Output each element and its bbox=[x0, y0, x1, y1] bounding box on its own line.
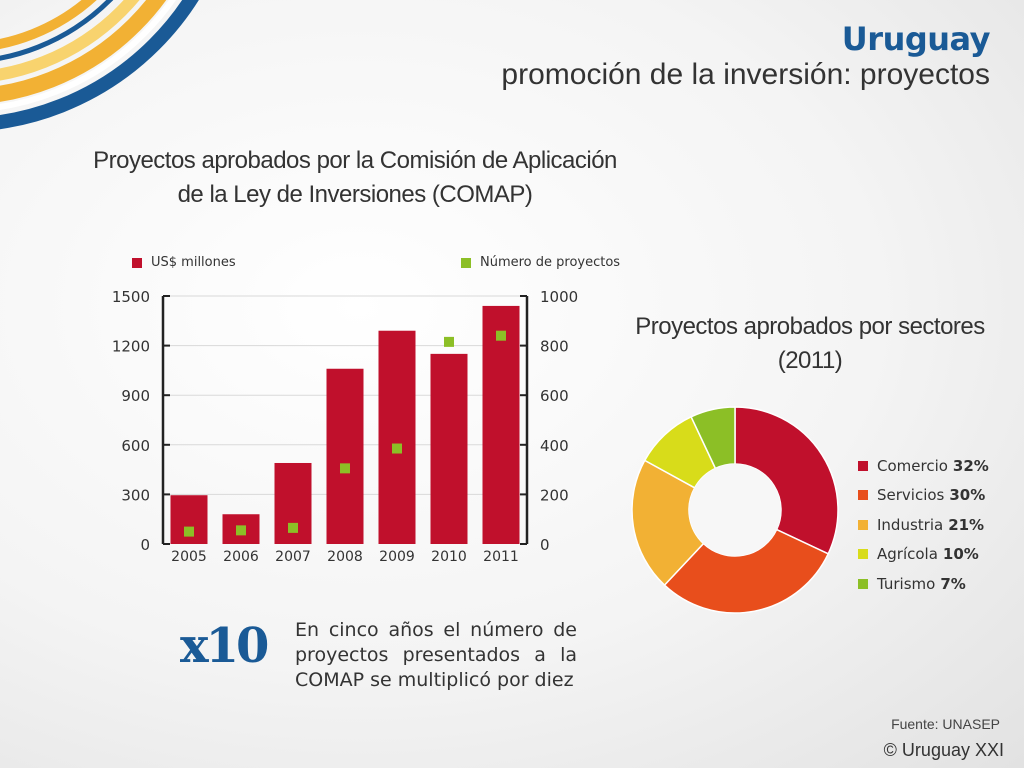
y-left-tick-label: 1200 bbox=[112, 338, 150, 356]
pie-legend-label: Agrícola bbox=[877, 545, 938, 564]
page-subtitle: promoción de la inversión: proyectos bbox=[501, 58, 990, 91]
x-tick-label-2010: 2010 bbox=[431, 549, 467, 565]
copyright-note: © Uruguay XXI bbox=[883, 740, 1004, 760]
x-tick-label-2006: 2006 bbox=[223, 549, 259, 565]
marker-2006 bbox=[236, 525, 246, 536]
pie-legend-swatch bbox=[858, 490, 868, 501]
marker-2011 bbox=[496, 330, 506, 341]
pie-legend-item-comercio: Comercio 32% bbox=[858, 451, 989, 481]
pie-legend-value: 10% bbox=[942, 545, 979, 564]
legend-projects-label: Número de proyectos bbox=[480, 255, 621, 270]
y-right-tick-label: 800 bbox=[540, 338, 569, 356]
bar-chart: 0 300 600 900 1200 1500 0 200 400 600 800 1000 2005 2… bbox=[112, 288, 578, 565]
pie-chart-title-line2: (2011) bbox=[777, 347, 843, 374]
pie-legend-swatch bbox=[858, 519, 868, 530]
y-right-tick-label: 1000 bbox=[540, 288, 578, 306]
y-left-tick-label: 0 bbox=[140, 536, 150, 554]
bar-2011 bbox=[482, 305, 520, 544]
pie-legend-label: Industria bbox=[877, 515, 944, 534]
pie-legend-value: 7% bbox=[940, 574, 966, 593]
pie-legend-swatch bbox=[858, 460, 868, 471]
bar-2008 bbox=[326, 368, 364, 544]
pie-chart-title-line1: Proyectos aprobados por sectores bbox=[635, 313, 985, 340]
y-left-tick-label: 300 bbox=[121, 486, 150, 504]
pie-legend-swatch bbox=[858, 578, 868, 589]
bar-2009 bbox=[378, 330, 416, 544]
pie-legend-label: Comercio bbox=[877, 456, 948, 475]
country-title: Uruguay bbox=[841, 20, 991, 58]
pie-legend-label: Turismo bbox=[877, 574, 936, 593]
pie-legend-item-turismo: Turismo 7% bbox=[858, 569, 989, 599]
pie-legend-item-industria: Industria 21% bbox=[858, 510, 989, 540]
marker-2009 bbox=[392, 443, 402, 454]
y-right-tick-label: 200 bbox=[540, 486, 569, 504]
marker-2007 bbox=[288, 522, 298, 533]
y-right-tick-label: 600 bbox=[540, 387, 569, 405]
bar-chart-title: Proyectos aprobados por la Comisión de A… bbox=[60, 144, 650, 212]
callout-line-2: proyectos presentados a la bbox=[295, 644, 577, 666]
pie-legend-value: 30% bbox=[949, 486, 986, 505]
y-left-tick-label: 1500 bbox=[112, 288, 150, 306]
pie-center bbox=[689, 464, 781, 556]
pie-legend-item-servicios: Servicios 30% bbox=[858, 481, 989, 511]
marker-2005 bbox=[184, 526, 194, 537]
y-right-tick-label: 0 bbox=[540, 536, 550, 554]
pie-legend-value: 21% bbox=[948, 515, 985, 534]
legend-projects: Número de proyectos bbox=[461, 255, 620, 270]
pie-legend: Comercio 32% Servicios 30% Industria 21% Agríc… bbox=[858, 451, 989, 599]
legend-usd-label: US$ millones bbox=[151, 255, 236, 270]
pie-legend-item-agrícola: Agrícola 10% bbox=[858, 540, 989, 570]
callout-text: En cinco años el número de proyectos pre… bbox=[295, 618, 577, 693]
y-left-tick-label: 900 bbox=[121, 387, 150, 405]
x-tick-label-2011: 2011 bbox=[483, 549, 519, 565]
x-tick-label-2005: 2005 bbox=[171, 549, 207, 565]
pie-legend-label: Servicios bbox=[877, 486, 945, 505]
pie-legend-value: 32% bbox=[952, 456, 989, 475]
legend-usd: US$ millones bbox=[132, 255, 236, 270]
x-tick-label-2009: 2009 bbox=[379, 549, 415, 565]
bar-chart-title-line2: de la Ley de Inversiones (COMAP) bbox=[177, 181, 533, 208]
y-left-tick-label: 600 bbox=[121, 437, 150, 455]
pie-chart bbox=[631, 406, 839, 614]
bar-2005 bbox=[170, 495, 208, 544]
marker-2008 bbox=[340, 463, 350, 474]
bar-chart-title-line1: Proyectos aprobados por la Comisión de A… bbox=[93, 147, 617, 174]
callout-line-1: En cinco años el número de bbox=[295, 619, 577, 641]
x-tick-label-2007: 2007 bbox=[275, 549, 311, 565]
bar-2010 bbox=[430, 353, 468, 544]
source-note: Fuente: UNASEP bbox=[891, 716, 1000, 732]
pie-legend-swatch bbox=[858, 549, 868, 560]
y-right-tick-label: 400 bbox=[540, 437, 569, 455]
x-tick-label-2008: 2008 bbox=[327, 549, 363, 565]
marker-2010 bbox=[444, 336, 454, 347]
callout-line-3: COMAP se multiplicó por diez bbox=[295, 669, 574, 691]
pie-chart-title: Proyectos aprobados por sectores (2011) bbox=[610, 310, 1010, 378]
legend-usd-swatch bbox=[132, 257, 142, 268]
legend-projects-swatch bbox=[461, 257, 471, 268]
callout-big-number: x10 bbox=[180, 618, 269, 674]
